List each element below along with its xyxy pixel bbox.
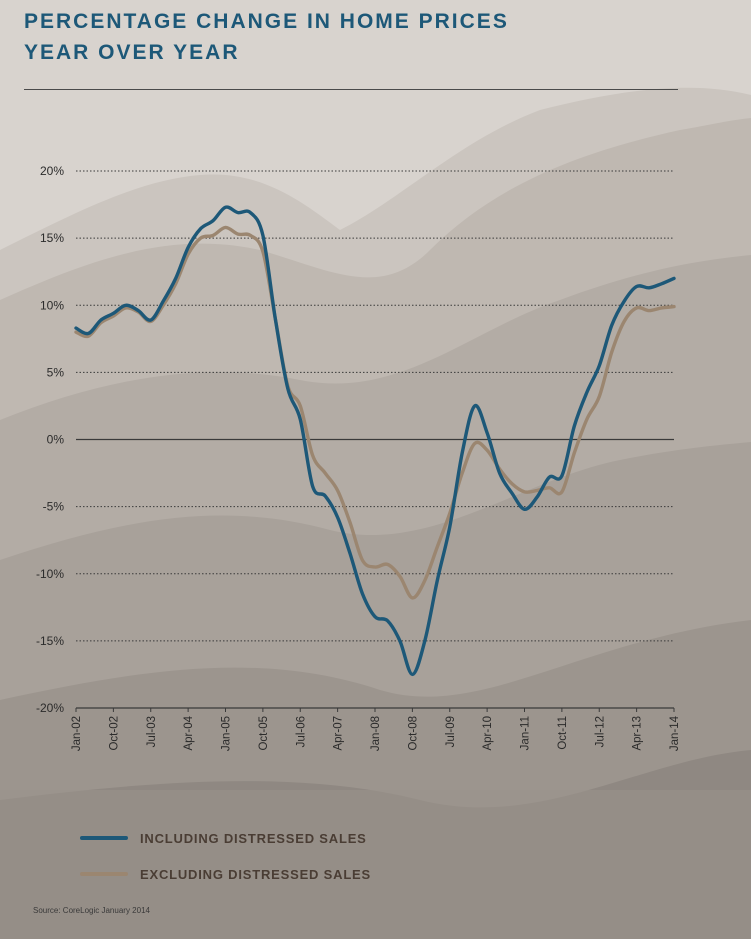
x-tick-label: Jan-14 (669, 715, 681, 751)
legend-swatch-excluding (80, 872, 128, 876)
x-tick-label: Jan-02 (71, 716, 83, 751)
x-tick-label: Jul-03 (146, 716, 158, 747)
legend-label-excluding: EXCLUDING DISTRESSED SALES (140, 866, 371, 882)
x-tick-label: Jul-06 (295, 716, 307, 747)
y-tick-label: -20% (36, 701, 64, 715)
x-tick-label: Oct-05 (258, 716, 270, 751)
title-line-2: YEAR OVER YEAR (24, 41, 240, 64)
x-tick-label: Apr-04 (183, 715, 195, 750)
source-note: Source: CoreLogic January 2014 (33, 906, 150, 915)
x-tick-label: Jul-09 (445, 716, 457, 747)
series-line-excluding (74, 225, 676, 600)
x-tick-label: Apr-10 (482, 716, 494, 751)
x-tick-label: Jan-11 (520, 716, 532, 750)
series-line-including (74, 205, 676, 677)
y-tick-label: 20% (40, 164, 64, 178)
line-chart: 20% 15% 10% 5% 0% -5% -10% -15% -20% Jan-02 Oct-02… (36, 164, 681, 751)
title-line-1: PERCENTAGE CHANGE IN HOME PRICES (24, 10, 509, 33)
legend-item-including: INCLUDING DISTRESSED SALES (80, 828, 367, 848)
y-tick-label: -15% (36, 634, 64, 648)
x-tick-label: Jan-05 (221, 716, 233, 751)
x-tick-label: Apr-13 (632, 716, 644, 751)
y-tick-label: 15% (40, 231, 64, 245)
x-tick-label: Oct-08 (407, 716, 419, 751)
legend-item-excluding: EXCLUDING DISTRESSED SALES (80, 864, 371, 884)
x-tick-label: Oct-02 (108, 716, 120, 751)
title-divider (24, 89, 678, 90)
chart-title: PERCENTAGE CHANGE IN HOME PRICES YEAR OV… (24, 6, 509, 68)
legend-swatch-including (80, 836, 128, 840)
x-tick-label: Jan-08 (370, 716, 382, 751)
x-tick-label: Oct-11 (557, 716, 569, 750)
y-tick-label: 5% (47, 365, 65, 379)
x-tick-label: Jul-12 (594, 716, 606, 747)
x-tick-label: Apr-07 (333, 716, 345, 751)
y-tick-label: -10% (36, 567, 64, 581)
y-tick-label: 0% (47, 433, 65, 447)
legend-label-including: INCLUDING DISTRESSED SALES (140, 830, 367, 846)
y-tick-label: 10% (40, 298, 64, 312)
y-tick-label: -5% (43, 500, 65, 514)
